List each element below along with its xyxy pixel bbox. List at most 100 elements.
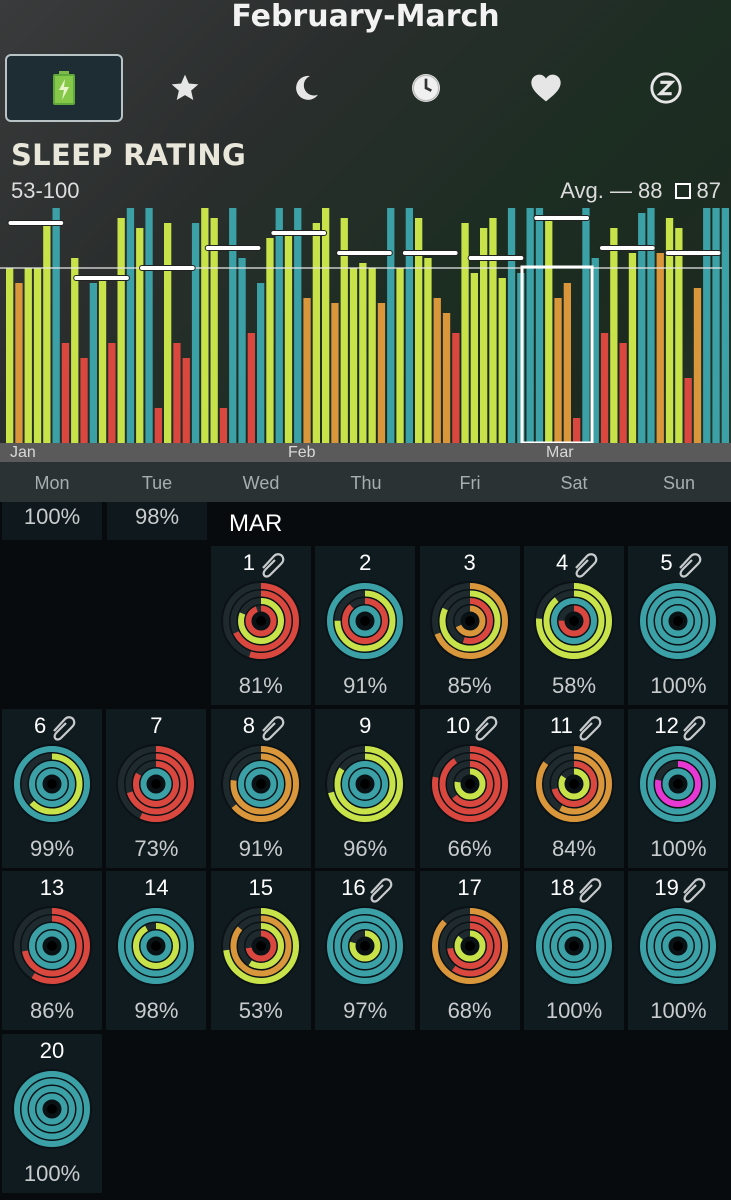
rating-bar[interactable] <box>693 288 702 443</box>
rating-bar[interactable] <box>145 208 153 443</box>
rating-bar[interactable] <box>210 218 218 443</box>
rating-bar[interactable] <box>275 208 283 443</box>
tab-clock[interactable] <box>367 54 485 122</box>
rating-bar[interactable] <box>191 223 200 443</box>
rating-bar[interactable] <box>442 313 451 443</box>
calendar-day-cell[interactable]: 4 58% <box>524 546 624 705</box>
rating-bar[interactable] <box>563 283 571 443</box>
rating-bar[interactable] <box>136 228 144 443</box>
rating-bar[interactable] <box>377 303 386 443</box>
rating-bar[interactable] <box>89 283 97 443</box>
rating-bar[interactable] <box>24 268 32 443</box>
tab-heart[interactable] <box>487 54 605 122</box>
rating-bar[interactable] <box>303 298 311 443</box>
rating-bar[interactable] <box>98 278 107 443</box>
calendar-day-cell[interactable]: 17 68% <box>419 871 520 1030</box>
rating-bar[interactable] <box>452 333 460 443</box>
rating-bar[interactable] <box>535 208 544 443</box>
rating-bar[interactable] <box>405 208 413 443</box>
rating-bar[interactable] <box>396 268 404 443</box>
rating-bar[interactable] <box>554 298 562 443</box>
rating-bar[interactable] <box>368 268 376 443</box>
rating-bar[interactable] <box>284 233 293 443</box>
rating-bar[interactable] <box>219 408 228 443</box>
rating-bar[interactable] <box>507 208 516 443</box>
rating-bar[interactable] <box>80 358 88 443</box>
rating-bar[interactable] <box>52 208 60 443</box>
prev-week-tue[interactable]: 98% <box>107 502 207 540</box>
rating-bar[interactable] <box>675 228 683 443</box>
calendar-day-cell[interactable]: 16 97% <box>315 871 416 1030</box>
calendar-day-cell[interactable]: 9 96% <box>315 708 416 868</box>
rating-bar[interactable] <box>498 278 506 443</box>
rating-bar[interactable] <box>247 333 255 443</box>
rating-bar[interactable] <box>173 343 181 443</box>
rating-bar[interactable] <box>647 208 655 443</box>
rating-bar[interactable] <box>684 378 692 443</box>
rating-bar[interactable] <box>108 343 116 443</box>
rating-bar[interactable] <box>591 258 599 443</box>
rating-bar[interactable] <box>6 268 14 443</box>
rating-bar[interactable] <box>573 418 581 443</box>
rating-bar[interactable] <box>712 208 720 443</box>
rating-bar[interactable] <box>43 223 51 443</box>
sleep-rating-chart[interactable] <box>0 200 731 443</box>
rating-bar[interactable] <box>638 213 646 443</box>
tab-moon[interactable] <box>247 54 365 122</box>
rating-bar[interactable] <box>238 258 246 443</box>
rating-bar[interactable] <box>610 228 618 443</box>
rating-bar[interactable] <box>526 208 534 443</box>
rating-bar[interactable] <box>703 208 711 443</box>
selected-week-frame[interactable] <box>520 265 594 443</box>
rating-bar[interactable] <box>656 253 664 443</box>
rating-bar[interactable] <box>312 223 320 443</box>
calendar-day-cell[interactable]: 12 100% <box>628 708 729 868</box>
calendar-day-cell[interactable]: 13 86% <box>2 871 102 1030</box>
calendar-day-cell[interactable]: 8 91% <box>210 708 311 868</box>
rating-bar[interactable] <box>266 238 274 443</box>
rating-bar[interactable] <box>201 208 209 443</box>
rating-bar[interactable] <box>545 218 553 443</box>
rating-bar[interactable] <box>600 333 609 443</box>
rating-bar[interactable] <box>164 223 172 443</box>
rating-bar[interactable] <box>182 358 190 443</box>
rating-bar[interactable] <box>665 218 674 443</box>
calendar-day-cell[interactable]: 15 53% <box>210 871 311 1030</box>
calendar-day-cell[interactable]: 11 84% <box>524 708 624 868</box>
rating-bar[interactable] <box>349 268 358 443</box>
calendar-day-cell[interactable]: 10 66% <box>419 708 520 868</box>
rating-bar[interactable] <box>340 218 348 443</box>
rating-bar[interactable] <box>470 273 478 443</box>
rating-bar[interactable] <box>154 408 162 443</box>
rating-bar[interactable] <box>582 208 590 443</box>
rating-bar[interactable] <box>117 218 125 443</box>
rating-bar[interactable] <box>61 343 70 443</box>
rating-bar[interactable] <box>619 343 627 443</box>
rating-bar[interactable] <box>721 208 729 443</box>
rating-bar[interactable] <box>294 208 302 443</box>
calendar-day-cell[interactable]: 5 100% <box>628 546 729 705</box>
rating-bar[interactable] <box>71 258 79 443</box>
tab-sleep[interactable] <box>607 54 725 122</box>
calendar-day-cell[interactable]: 2 91% <box>315 546 416 705</box>
rating-bar[interactable] <box>257 283 265 443</box>
rating-bar[interactable] <box>489 218 497 443</box>
rating-bar[interactable] <box>331 303 339 443</box>
rating-bar[interactable] <box>15 283 23 443</box>
rating-bar[interactable] <box>229 208 237 443</box>
rating-bar[interactable] <box>387 208 395 443</box>
calendar-day-cell[interactable]: 3 85% <box>419 546 520 705</box>
calendar-day-cell[interactable]: 20 100% <box>2 1033 102 1193</box>
rating-bar[interactable] <box>322 208 330 443</box>
tab-battery[interactable] <box>5 54 123 122</box>
rating-bar[interactable] <box>461 223 469 443</box>
calendar-day-cell[interactable]: 1 81% <box>210 546 311 705</box>
rating-bar[interactable] <box>433 298 441 443</box>
prev-week-mon[interactable]: 100% <box>2 502 102 540</box>
rating-bar[interactable] <box>628 253 637 443</box>
rating-bar[interactable] <box>126 208 135 443</box>
rating-bar[interactable] <box>424 258 432 443</box>
rating-bar[interactable] <box>415 218 423 443</box>
calendar-day-cell[interactable]: 18 100% <box>524 871 624 1030</box>
rating-bar[interactable] <box>480 228 488 443</box>
